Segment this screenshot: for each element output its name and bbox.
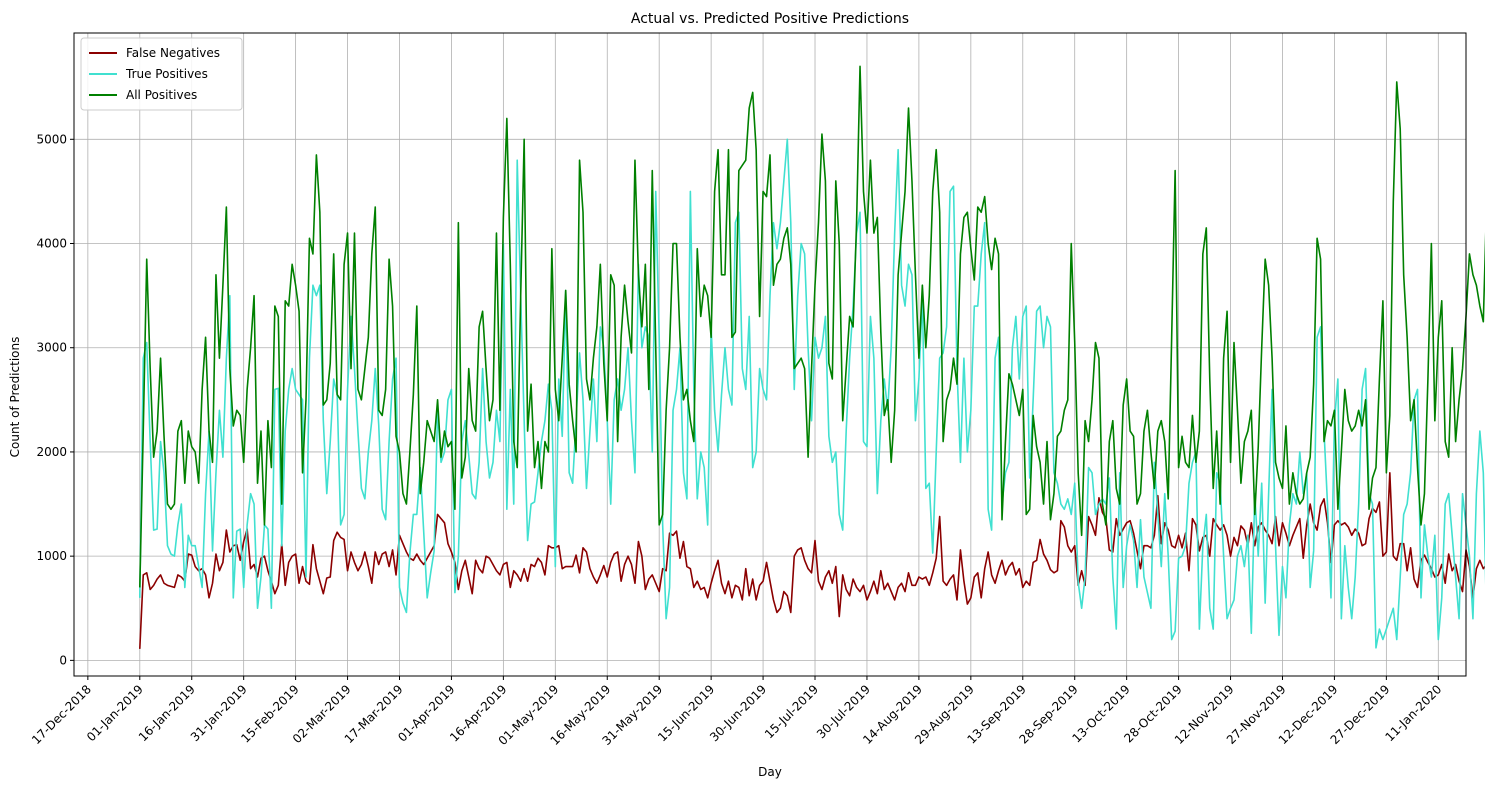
y-tick-label: 3000 [36,341,67,355]
y-axis-ticks: 0 1000 2000 3000 4000 5000 [36,132,74,667]
x-axis-title: Day [758,765,782,779]
series-line-false-negatives [138,471,1485,649]
plot-frame [73,32,1467,677]
y-tick-label: 4000 [36,237,67,251]
legend-label: All Positives [126,88,197,102]
legend-label: True Positives [125,67,208,81]
y-tick-label: 2000 [36,445,67,459]
legend-box [80,37,243,111]
y-axis-title: Count of Predictions [8,337,22,458]
series-layer [138,65,1485,649]
chart-title: Actual vs. Predicted Positive Prediction… [631,11,909,27]
legend-label: False Negatives [126,46,220,60]
series-line-true-positives [138,138,1485,649]
series-line-all-positives [138,65,1485,588]
y-tick-label: 5000 [36,132,67,146]
y-tick-label: 1000 [36,549,67,563]
y-tick-label: 0 [59,653,67,667]
legend: False Negatives True Positives All Positiv… [80,37,243,111]
